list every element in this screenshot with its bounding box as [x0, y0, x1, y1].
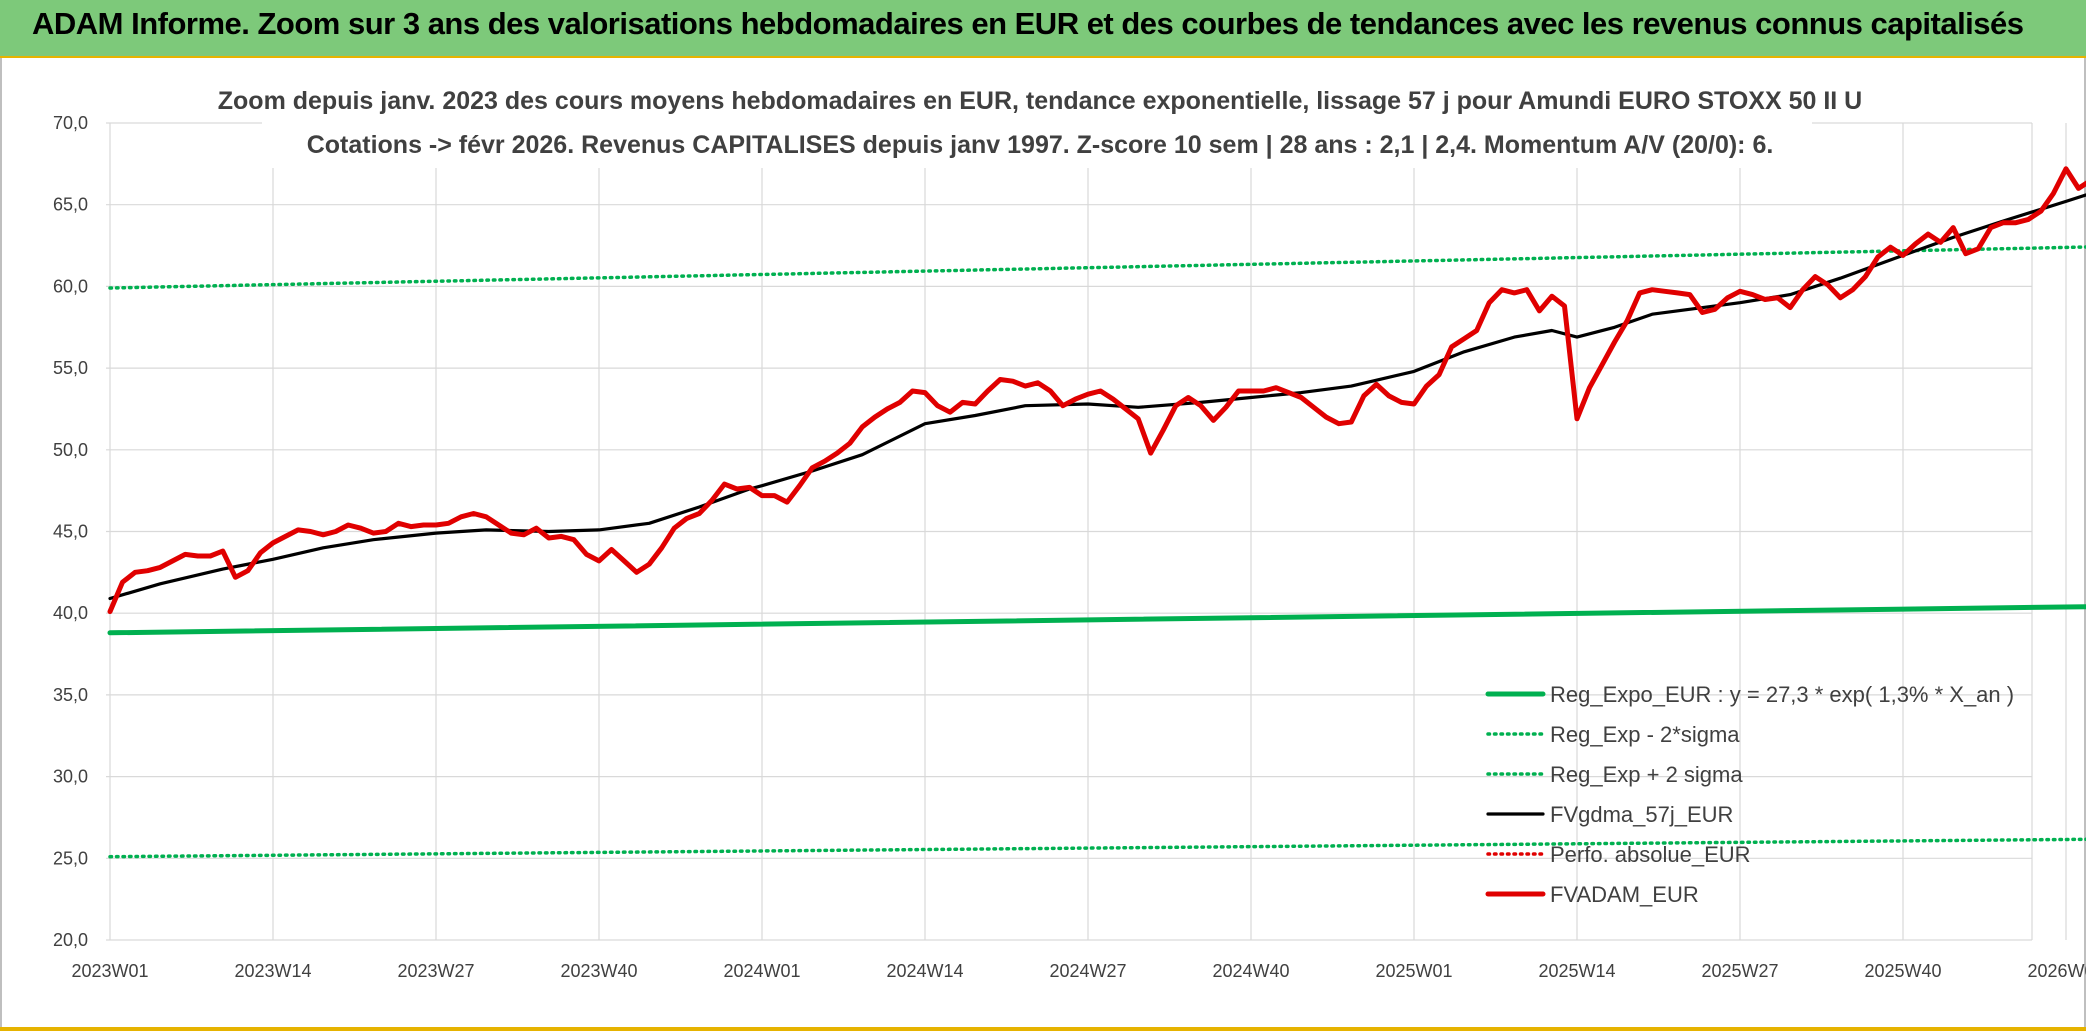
y-tick-label: 65,0 — [53, 195, 88, 215]
x-tick-label: 2023W14 — [234, 961, 311, 981]
x-tick-label: 2024W01 — [723, 961, 800, 981]
legend-label: FVgdma_57j_EUR — [1550, 802, 1733, 827]
y-tick-label: 20,0 — [53, 930, 88, 950]
series-line-3 — [108, 193, 2086, 601]
axis-layer: 20,0 25,0 30,0 35,0 40,0 45,0 50,0 55,0 60,0 65,0… — [53, 113, 2086, 981]
x-tick-label: 2023W40 — [560, 961, 637, 981]
x-tick-label: 2025W27 — [1701, 961, 1778, 981]
x-tick-label: 2024W14 — [886, 961, 963, 981]
legend-label: Reg_Exp + 2 sigma — [1550, 762, 1743, 787]
chart-title-bg — [262, 80, 1812, 168]
x-tick-label: 2023W27 — [397, 961, 474, 981]
series-layer — [107, 166, 2086, 859]
legend-label: Perfo. absolue_EUR — [1550, 842, 1751, 867]
x-tick-label: 2026W01 — [2027, 961, 2086, 981]
y-tick-label: 25,0 — [53, 848, 88, 868]
chart-title-block: Zoom depuis janv. 2023 des cours moyens … — [218, 80, 1862, 168]
y-tick-label: 55,0 — [53, 358, 88, 378]
x-tick-label: 2025W14 — [1538, 961, 1615, 981]
x-tick-label: 2025W01 — [1375, 961, 1452, 981]
x-tick-label: 2024W40 — [1212, 961, 1289, 981]
y-tick-label: 45,0 — [53, 522, 88, 542]
bottom-accent-line — [0, 1027, 2086, 1031]
legend-label: Reg_Expo_EUR : y = 27,3 * exp( 1,3% * X_… — [1550, 682, 2014, 707]
series-line-0 — [107, 604, 2086, 636]
x-tick-label: 2025W40 — [1864, 961, 1941, 981]
chart-title-line-1: Zoom depuis janv. 2023 des cours moyens … — [218, 87, 1862, 115]
y-tick-label: 30,0 — [53, 767, 88, 787]
y-tick-label: 40,0 — [53, 603, 88, 623]
series-line-2 — [108, 245, 2086, 290]
series-line-1 — [108, 837, 2086, 859]
x-tick-label: 2023W01 — [71, 961, 148, 981]
y-tick-label: 70,0 — [53, 113, 88, 133]
y-tick-label: 35,0 — [53, 685, 88, 705]
legend-label: FVADAM_EUR — [1550, 882, 1699, 907]
banner-title: ADAM Informe. Zoom sur 3 ans des valoris… — [32, 6, 2024, 41]
x-tick-label: 2024W27 — [1049, 961, 1126, 981]
grid-layer — [106, 122, 2067, 941]
y-tick-label: 60,0 — [53, 276, 88, 296]
legend: Reg_Expo_EUR : y = 27,3 * exp( 1,3% * X_… — [1485, 682, 2014, 907]
banner: ADAM Informe. Zoom sur 3 ans des valoris… — [0, 0, 2086, 58]
chart-title-line-2: Cotations -> févr 2026. Revenus CAPITALI… — [307, 131, 1774, 159]
y-tick-label: 50,0 — [53, 440, 88, 460]
series-line-5 — [107, 166, 2086, 615]
legend-label: Reg_Exp - 2*sigma — [1550, 722, 1740, 747]
